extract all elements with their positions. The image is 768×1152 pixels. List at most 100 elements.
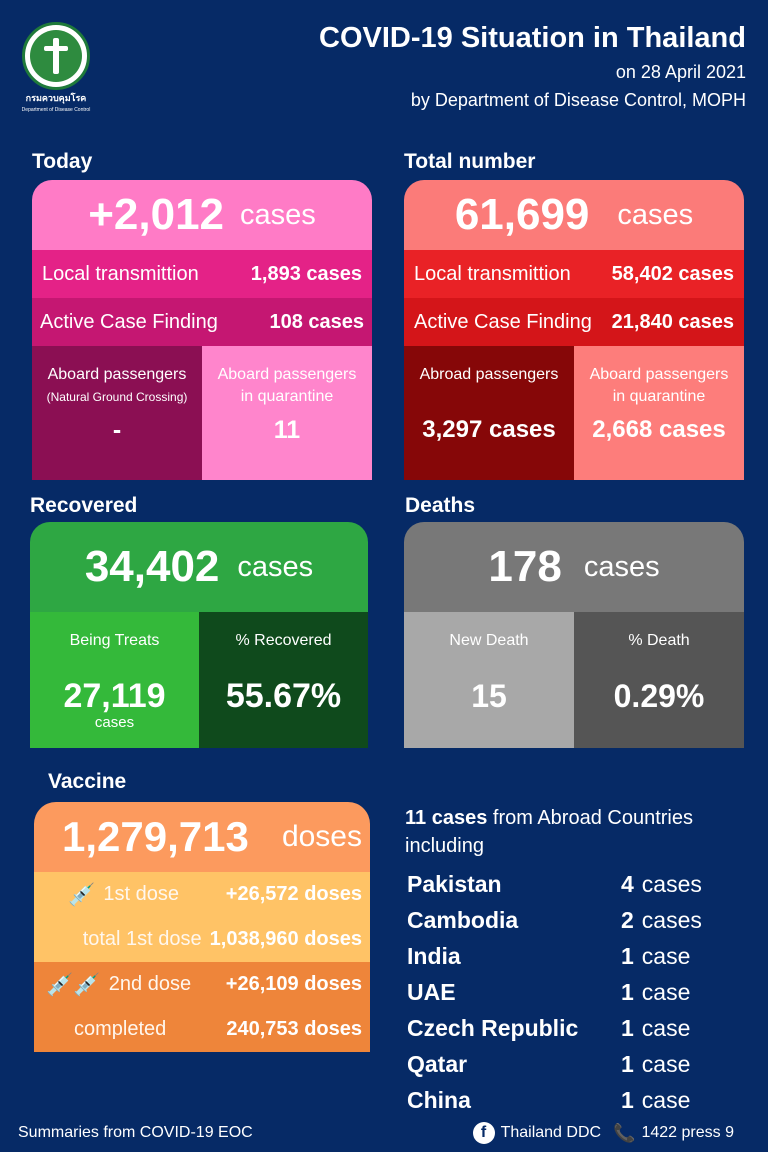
total-headline: 61,699 cases xyxy=(404,180,744,250)
list-item: India 1 case xyxy=(407,938,727,974)
today-quarantine-label-2: in quarantine xyxy=(240,388,334,405)
page-title: COVID-19 Situation in Thailand xyxy=(319,22,746,54)
today-local-label: Local transmittion xyxy=(42,262,199,285)
country-name: Czech Republic xyxy=(407,1014,579,1041)
facebook-icon: f xyxy=(472,1122,495,1144)
double-syringe-icon: 💉💉 xyxy=(46,971,101,997)
today-aboard-sub: (Natural Ground Crossing) xyxy=(46,390,188,404)
completed-value: 240,753 doses xyxy=(226,1018,362,1040)
being-treats-cell: Being Treats 27,119 cases xyxy=(30,612,199,748)
today-quarantine-value: 11 xyxy=(273,416,301,444)
today-acf-label: Active Case Finding xyxy=(40,310,218,333)
country-list: Pakistan 4 cases Cambodia 2 cases India … xyxy=(407,866,727,1118)
total-local-row: Local transmittion 58,402 cases xyxy=(404,250,744,298)
second-dose-value: +26,109 doses xyxy=(225,973,362,995)
second-dose-block: 💉💉 2nd dose +26,109 doses completed 240,… xyxy=(34,962,370,1052)
being-treats-unit: cases xyxy=(94,714,135,731)
list-item: UAE 1 case xyxy=(407,974,727,1010)
country-count: 1 xyxy=(621,1050,634,1077)
total-first-dose-value: 1,038,960 doses xyxy=(209,928,362,950)
total-card: 61,699 cases Local transmittion 58,402 c… xyxy=(404,180,744,480)
deaths-headline-value: 178 xyxy=(488,542,562,591)
abroad-intro-text: from Abroad Countries including xyxy=(405,807,693,857)
pct-recovered-value: 55.67% xyxy=(225,677,342,715)
pct-recovered-cell: % Recovered 55.67% xyxy=(199,612,368,748)
total-headline-value: 61,699 xyxy=(454,190,590,239)
total-abroad-value: 3,297 cases xyxy=(422,416,556,443)
recovered-label: Recovered xyxy=(30,494,138,517)
being-treats-label: Being Treats xyxy=(69,632,160,649)
today-acf-value: 108 cases xyxy=(269,310,364,333)
today-card: +2,012 cases Local transmittion 1,893 ca… xyxy=(32,180,372,480)
total-acf-row: Active Case Finding 21,840 cases xyxy=(404,298,744,346)
today-label: Today xyxy=(32,150,93,173)
ddc-logo: กรมควบคุมโรค Department of Disease Contr… xyxy=(20,22,92,113)
logo-text: กรมควบคุมโรค Department of Disease Contr… xyxy=(21,93,91,113)
first-dose-block: 💉 1st dose +26,572 doses total 1st dose … xyxy=(34,872,370,962)
pct-death-label: % Death xyxy=(628,632,690,649)
today-local-row: Local transmittion 1,893 cases xyxy=(32,250,372,298)
today-acf-row: Active Case Finding 108 cases xyxy=(32,298,372,346)
deaths-headline-unit: cases xyxy=(583,550,660,583)
country-name: Qatar xyxy=(407,1050,468,1077)
total-quarantine-value: 2,668 cases xyxy=(592,416,726,443)
pct-death-cell: % Death 0.29% xyxy=(574,612,744,748)
pct-recovered-label: % Recovered xyxy=(235,632,332,649)
pct-death-value: 0.29% xyxy=(613,678,705,714)
vaccine-headline-value: 1,279,713 xyxy=(62,813,249,860)
footer-contacts: f Thailand DDC 📞 1422 press 9 xyxy=(472,1122,734,1144)
new-death-label: New Death xyxy=(449,632,529,649)
total-abroad-label: Abroad passengers xyxy=(419,366,559,383)
country-name: China xyxy=(407,1086,471,1113)
being-treats-value: 27,119 xyxy=(63,677,166,715)
country-unit: case xyxy=(641,978,691,1005)
today-aboard-label: Aboard passengers xyxy=(47,366,187,383)
total-headline-unit: cases xyxy=(617,198,694,231)
country-count: 1 xyxy=(621,942,634,969)
total-first-dose-label: total 1st dose xyxy=(82,928,202,950)
abroad-intro: 11 cases from Abroad Countries including xyxy=(405,804,735,860)
total-first-dose-row: total 1st dose 1,038,960 doses xyxy=(48,917,362,962)
country-count: 4 xyxy=(621,870,634,897)
facebook-page-link[interactable]: Thailand DDC xyxy=(500,1124,602,1141)
today-headline-value: +2,012 xyxy=(88,190,225,239)
vaccine-card: 1,279,713 doses 💉 1st dose +26,572 doses… xyxy=(34,802,370,1052)
total-abroad-cell: Abroad passengers 3,297 cases xyxy=(404,346,574,480)
footer-summary: Summaries from COVID-19 EOC xyxy=(18,1124,253,1141)
completed-label: completed xyxy=(74,1018,167,1040)
today-headline: +2,012 cases xyxy=(32,180,372,250)
total-acf-label: Active Case Finding xyxy=(414,310,592,333)
total-local-label: Local transmittion xyxy=(414,262,571,285)
deaths-label: Deaths xyxy=(405,494,476,517)
report-source: by Department of Disease Control, MOPH xyxy=(410,90,746,110)
syringe-icon: 💉 xyxy=(68,881,96,907)
list-item: China 1 case xyxy=(407,1082,727,1118)
recovered-headline-unit: cases xyxy=(237,550,314,583)
list-item: Czech Republic 1 case xyxy=(407,1010,727,1046)
country-unit: cases xyxy=(641,906,702,933)
page-subtitle: on 28 April 2021 by Department of Diseas… xyxy=(411,58,746,114)
country-count: 1 xyxy=(621,978,634,1005)
abroad-intro-count: 11 cases xyxy=(405,807,488,829)
country-unit: case xyxy=(641,1050,691,1077)
country-unit: case xyxy=(641,1014,691,1041)
recovered-card: 34,402 cases Being Treats 27,119 cases %… xyxy=(30,522,368,748)
today-quarantine-cell: Aboard passengers in quarantine 11 xyxy=(202,346,372,480)
first-dose-label: 1st dose xyxy=(103,883,180,905)
country-name: Pakistan xyxy=(407,870,502,897)
recovered-headline: 34,402 cases xyxy=(30,522,368,612)
first-dose-row: 💉 1st dose +26,572 doses xyxy=(48,872,362,917)
new-death-cell: New Death 15 xyxy=(404,612,574,748)
country-count: 1 xyxy=(621,1014,634,1041)
country-name: UAE xyxy=(407,978,456,1005)
hotline-number[interactable]: 1422 press 9 xyxy=(641,1124,734,1141)
second-dose-label: 2nd dose xyxy=(108,973,192,995)
total-quarantine-label-1: Aboard passengers xyxy=(589,366,729,383)
today-local-value: 1,893 cases xyxy=(250,262,362,285)
country-unit: case xyxy=(641,942,691,969)
phone-icon: 📞 xyxy=(613,1122,636,1143)
list-item: Qatar 1 case xyxy=(407,1046,727,1082)
vaccine-headline-unit: doses xyxy=(281,820,362,853)
today-headline-unit: cases xyxy=(240,198,316,231)
completed-row: completed 240,753 doses xyxy=(40,1007,362,1052)
